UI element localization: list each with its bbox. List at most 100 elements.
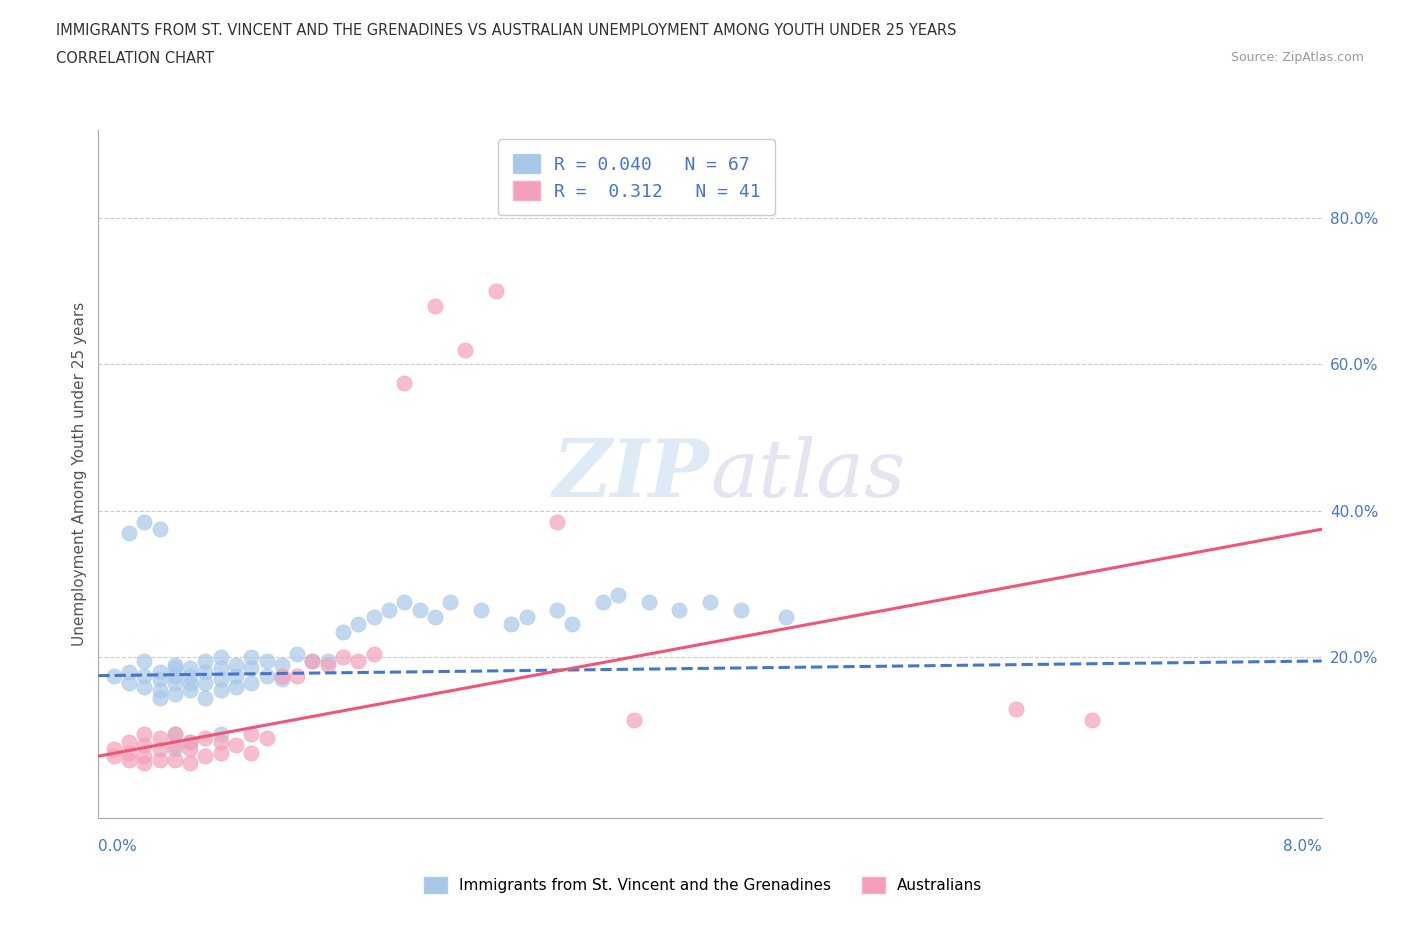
Point [775,610,797,625]
Point [363,646,385,661]
Point [194,690,217,705]
Point [623,712,645,727]
Point [179,675,201,690]
Point [485,284,508,299]
Point [179,734,201,749]
Point [179,756,201,771]
Point [347,654,370,669]
Point [163,726,186,741]
Point [118,665,141,680]
Point [103,749,125,764]
Point [561,617,583,631]
Point [194,675,217,690]
Point [163,668,186,683]
Point [209,661,232,676]
Point [149,741,172,756]
Point [103,741,125,756]
Point [470,603,492,618]
Point [209,650,232,665]
Point [270,668,294,683]
Point [668,603,690,618]
Point [134,749,156,764]
Point [194,730,217,745]
Point [316,658,339,672]
Point [163,752,186,767]
Point [149,730,172,745]
Point [408,603,430,618]
Point [607,588,630,603]
Point [118,752,141,767]
Point [225,737,247,752]
Point [163,737,186,752]
Point [179,661,201,676]
Point [240,726,263,741]
Point [179,734,201,749]
Point [209,726,232,741]
Text: CORRELATION CHART: CORRELATION CHART [56,51,214,66]
Point [149,522,172,537]
Point [134,679,156,694]
Point [149,671,172,686]
Point [118,525,141,540]
Point [149,683,172,698]
Legend: Immigrants from St. Vincent and the Grenadines, Australians: Immigrants from St. Vincent and the Gren… [418,870,988,899]
Text: ZIP: ZIP [553,435,710,513]
Text: 8.0%: 8.0% [1282,839,1322,854]
Y-axis label: Unemployment Among Youth under 25 years: Unemployment Among Youth under 25 years [72,302,87,646]
Point [179,683,201,698]
Point [209,683,232,698]
Point [179,668,201,683]
Point [316,654,339,669]
Point [149,665,172,680]
Point [256,654,278,669]
Point [163,658,186,672]
Point [501,617,523,631]
Legend: R = 0.040   N = 67, R =  0.312   N = 41: R = 0.040 N = 67, R = 0.312 N = 41 [498,140,775,215]
Point [392,376,416,391]
Point [209,745,232,760]
Point [225,679,247,694]
Point [347,617,370,631]
Point [134,668,156,683]
Point [163,686,186,701]
Point [301,654,323,669]
Point [1081,712,1104,727]
Point [546,514,568,529]
Point [179,741,201,756]
Point [225,658,247,672]
Point [1004,701,1026,716]
Point [392,595,416,610]
Point [118,745,141,760]
Point [363,610,385,625]
Point [134,737,156,752]
Text: Source: ZipAtlas.com: Source: ZipAtlas.com [1230,51,1364,64]
Point [301,654,323,669]
Point [592,595,614,610]
Point [194,665,217,680]
Point [134,756,156,771]
Point [285,646,308,661]
Point [270,658,294,672]
Point [118,734,141,749]
Point [240,650,263,665]
Point [149,752,172,767]
Point [163,741,186,756]
Point [118,675,141,690]
Point [332,650,354,665]
Point [163,726,186,741]
Text: IMMIGRANTS FROM ST. VINCENT AND THE GRENADINES VS AUSTRALIAN UNEMPLOYMENT AMONG : IMMIGRANTS FROM ST. VINCENT AND THE GREN… [56,23,956,38]
Text: atlas: atlas [710,435,905,513]
Point [240,675,263,690]
Point [270,671,294,686]
Point [240,661,263,676]
Point [194,654,217,669]
Point [149,690,172,705]
Point [163,661,186,676]
Point [103,668,125,683]
Point [439,595,461,610]
Point [423,299,446,313]
Point [454,342,477,357]
Point [730,603,752,618]
Point [256,668,278,683]
Point [134,514,156,529]
